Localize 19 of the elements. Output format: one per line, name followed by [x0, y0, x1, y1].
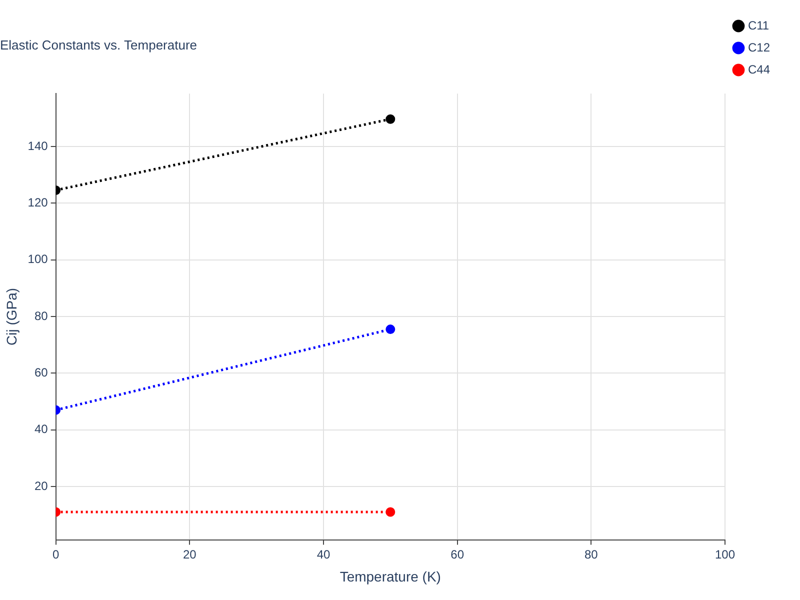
y-tick-label: 40 [34, 422, 48, 436]
y-tick-label: 120 [28, 196, 48, 210]
y-tick-label: 140 [28, 138, 48, 153]
y-tick-label: 60 [34, 366, 48, 380]
x-tick-label: 100 [714, 547, 736, 562]
x-tick-label: 60 [450, 547, 464, 562]
x-axis-title: Temperature (K) [340, 568, 441, 584]
y-tick-label: 80 [34, 308, 48, 323]
x-tick-label: 20 [182, 547, 197, 562]
x-tick-label: 0 [52, 547, 60, 562]
chart-title: Elastic Constants vs. Temperature [0, 37, 198, 52]
y-tick-label: 100 [28, 252, 48, 266]
legend-label: C11 [748, 18, 770, 32]
legend-label: C44 [748, 62, 770, 76]
legend-label: C12 [748, 40, 770, 54]
x-tick-label: 80 [584, 547, 598, 562]
y-axis-title: Cij (GPa) [3, 288, 20, 346]
x-tick-label: 40 [316, 547, 330, 562]
y-tick-label: 20 [34, 478, 48, 493]
